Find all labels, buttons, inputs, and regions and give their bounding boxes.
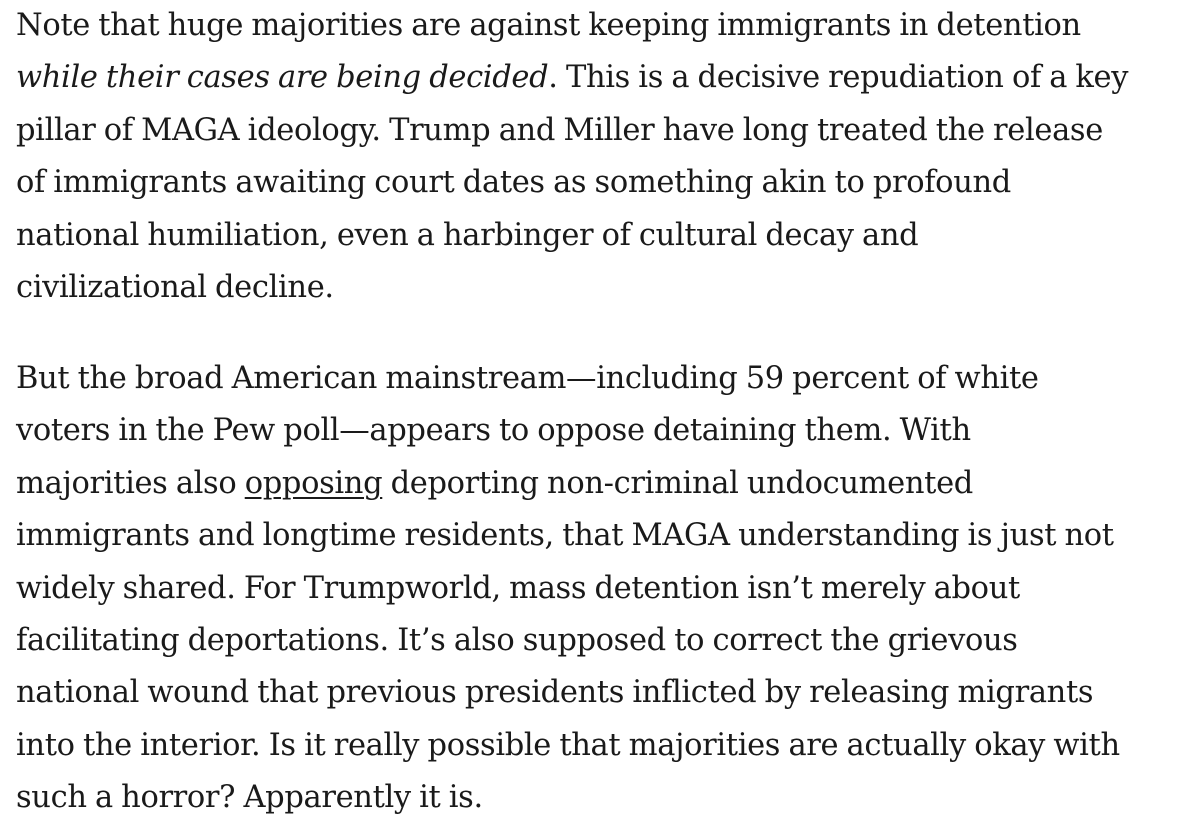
- paragraph-1-line-2-rest: . This is a decisive repudiation of a ke…: [548, 60, 1129, 96]
- paragraph-2-line-4: immigrants and longtime residents, that …: [16, 518, 1114, 554]
- paragraph-2-line-9: such a horror? Apparently it is.: [16, 780, 483, 816]
- paragraph-1: Note that huge majorities are against ke…: [16, 0, 1128, 314]
- paragraph-2-line-3-end: deporting non-criminal undocumented: [382, 465, 974, 501]
- paragraph-2-line-3: majorities also opposing deporting non-c…: [16, 458, 1120, 510]
- italic-phrase: while their cases are being decided: [16, 60, 549, 96]
- paragraph-2-line-5: widely shared. For Trumpworld, mass dete…: [16, 570, 1020, 606]
- paragraph-2-line-1: But the broad American mainstream—includ…: [16, 361, 1039, 396]
- paragraph-2: But the broad American mainstream—includ…: [16, 353, 1120, 825]
- paragraph-2-line-3-start: majorities also: [16, 465, 245, 501]
- paragraph-1-line-3: pillar of MAGA ideology. Trump and Mille…: [16, 112, 1103, 148]
- paragraph-1-line-6: civilizational decline.: [16, 270, 334, 306]
- paragraph-2-line-7: national wound that previous presidents …: [16, 675, 1094, 711]
- paragraph-1-line-4: of immigrants awaiting court dates as so…: [16, 165, 1011, 201]
- paragraph-2-line-8: into the interior. Is it really possible…: [16, 727, 1120, 763]
- paragraph-2-line-6: facilitating deportations. It’s also sup…: [16, 623, 1018, 659]
- paragraph-1-line-1: Note that huge majorities are against ke…: [16, 8, 1081, 43]
- opposing-link[interactable]: opposing: [244, 465, 383, 501]
- paragraph-1-line-2: while their cases are being decided. Thi…: [16, 52, 1128, 104]
- paragraph-2-line-2: voters in the Pew poll—appears to oppose…: [16, 413, 971, 449]
- paragraph-1-line-5: national humiliation, even a harbinger o…: [16, 217, 919, 253]
